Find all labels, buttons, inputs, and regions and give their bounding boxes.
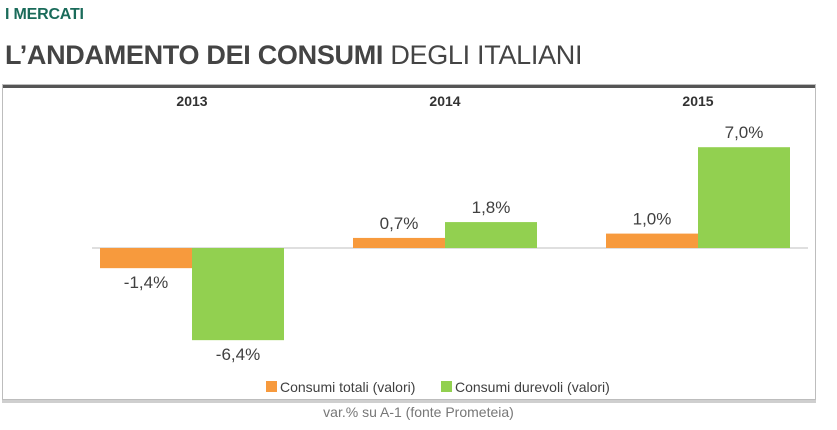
data-label-totali-2013: -1,4%: [124, 273, 168, 292]
category-label-2014: 2014: [429, 93, 460, 109]
bar-totali-2014: [353, 237, 445, 248]
legend-swatch-durevoli: [441, 381, 452, 392]
legend-label-durevoli: Consumi durevoli (valori): [455, 379, 610, 395]
data-label-totali-2014: 0,7%: [380, 214, 419, 233]
legend-swatch-totali: [266, 381, 277, 392]
section-kicker: I MERCATI: [5, 6, 84, 23]
data-label-durevoli-2014: 1,8%: [472, 198, 511, 217]
category-label-2013: 2013: [176, 93, 207, 109]
title-bold-part: L’ANDAMENTO DEI CONSUMI: [5, 40, 384, 70]
category-label-2015: 2015: [682, 93, 713, 109]
bar-durevoli-2015: [698, 147, 790, 248]
data-label-durevoli-2015: 7,0%: [725, 123, 764, 142]
chart-frame: [2, 84, 816, 400]
data-label-durevoli-2013: -6,4%: [216, 345, 260, 364]
bar-totali-2013: [100, 248, 192, 269]
source-note: var.% su A-1 (fonte Prometeia): [323, 404, 514, 420]
page-title: L’ANDAMENTO DEI CONSUMI DEGLI ITALIANI: [5, 40, 582, 71]
legend-label-totali: Consumi totali (valori): [280, 379, 415, 395]
bar-totali-2015: [606, 233, 698, 248]
bar-durevoli-2013: [192, 248, 284, 341]
data-label-totali-2015: 1,0%: [633, 210, 672, 229]
bar-durevoli-2014: [445, 222, 537, 248]
chart-top-rule: [3, 85, 815, 88]
title-rest-part: DEGLI ITALIANI: [390, 40, 583, 70]
